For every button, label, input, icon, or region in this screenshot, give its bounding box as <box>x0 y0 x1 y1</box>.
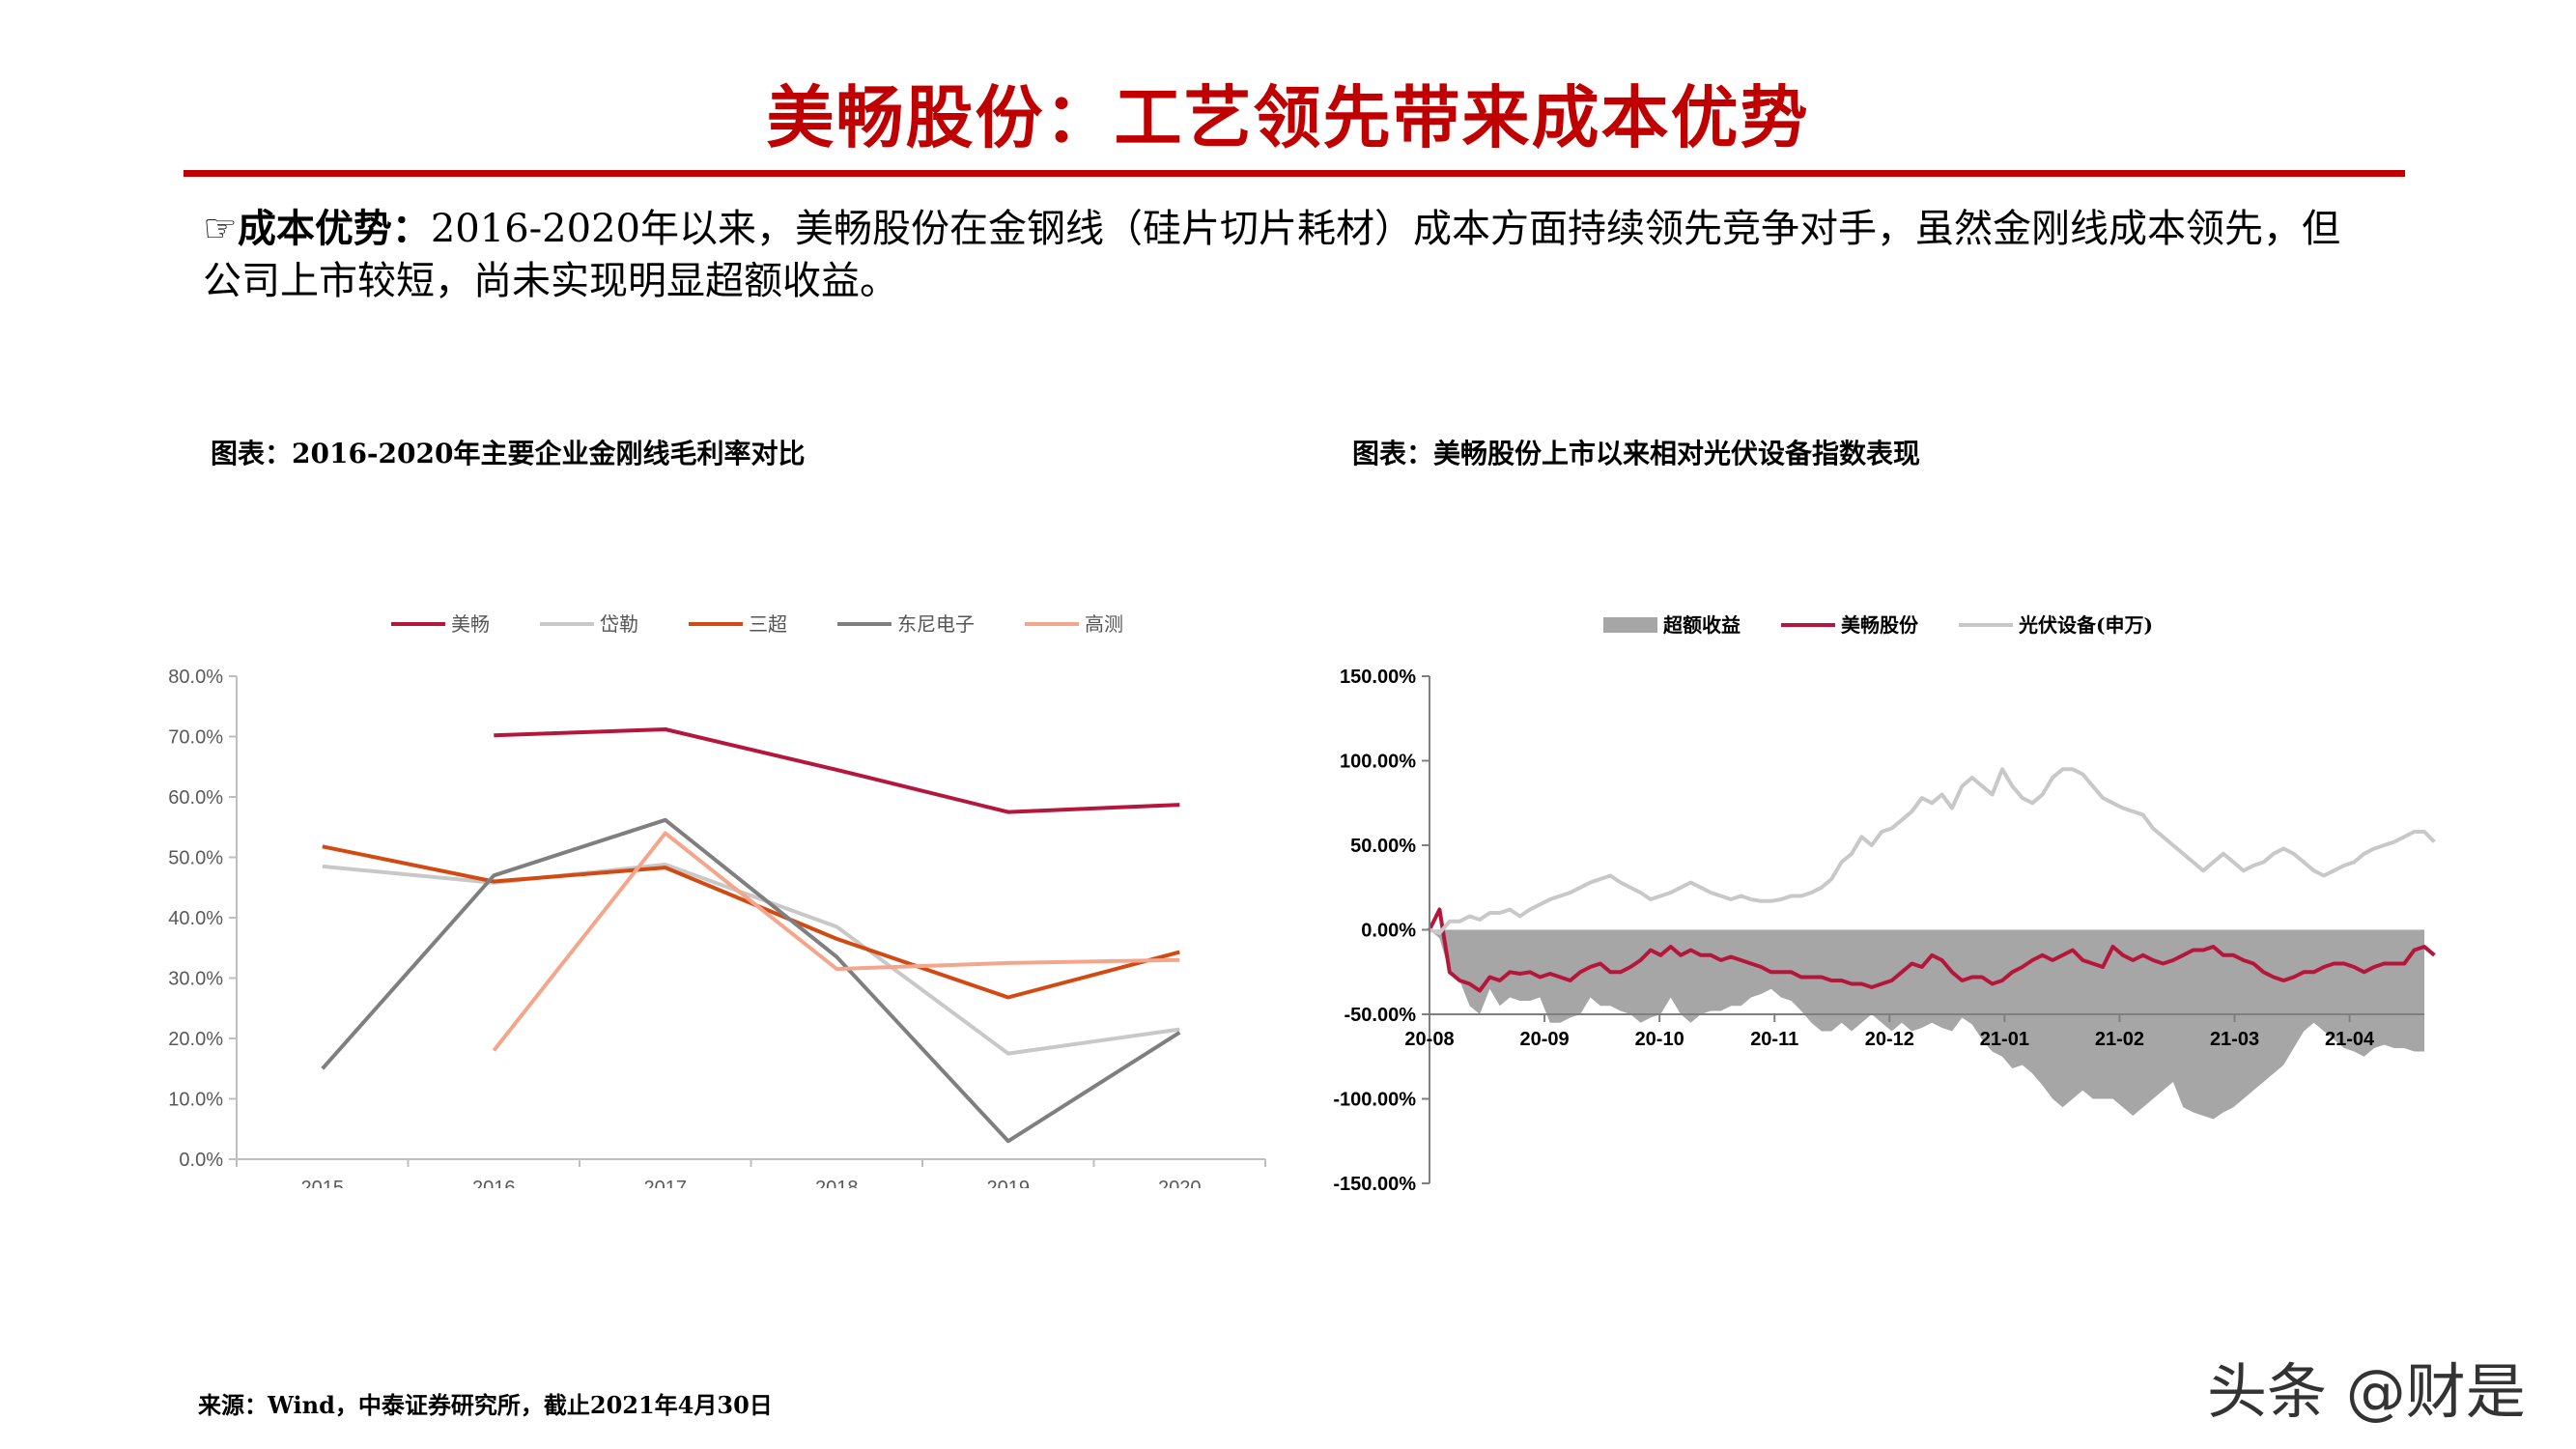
y-tick-label: 70.0% <box>168 727 223 749</box>
y-tick-label: 50.00% <box>1350 836 1416 857</box>
legend-label-1: 超额收益 <box>1662 613 1741 637</box>
x-tick-label: 20-12 <box>1865 1029 1914 1050</box>
source-note: 来源：Wind，中泰证券研究所，截止2021年4月30日 <box>198 1391 773 1419</box>
y-tick-label: 20.0% <box>168 1029 223 1050</box>
legend-label-3: 光伏设备(申万) <box>2018 613 2153 637</box>
pointing-hand-icon: ☞ <box>203 207 238 251</box>
bullet-key: 成本优势： <box>237 206 431 251</box>
series-line-2 <box>1428 907 2436 993</box>
y-tick-label: 80.0% <box>168 667 223 688</box>
x-tick-label: 20-08 <box>1404 1029 1454 1050</box>
legend-label-5: 高测 <box>1085 612 1123 636</box>
y-tick-label: 60.0% <box>168 787 223 809</box>
legend-label-2: 美畅股份 <box>1841 613 1919 637</box>
chart2-title: 图表：美畅股份上市以来相对光伏设备指数表现 <box>1352 438 1921 469</box>
legend-label-3: 三超 <box>749 612 787 636</box>
y-tick-label: 10.0% <box>168 1090 223 1111</box>
relative-performance-chart: 超额收益 美畅股份 光伏设备(申万) -150.00% -100.00% -50.00% 0… <box>1333 613 2436 1195</box>
y-tick-label: 40.0% <box>168 908 223 929</box>
y-tick-label: 100.00% <box>1340 752 1416 773</box>
series-line-3 <box>1429 767 2436 935</box>
y-tick-label: 150.00% <box>1340 667 1416 688</box>
series-line-4 <box>321 817 1181 1144</box>
x-tick-label: 21-03 <box>2210 1029 2259 1050</box>
x-tick-label: 2017 <box>644 1178 688 1188</box>
y-tick-label: 0.0% <box>179 1150 223 1171</box>
x-tick-label: 2016 <box>472 1178 516 1188</box>
bullet-text: ☞成本优势：2016-2020年以来，美畅股份在金钢线（硅片切片耗材）成本方面持… <box>203 203 2376 307</box>
legend-label-1: 美畅 <box>451 612 490 636</box>
x-tick-label: 2018 <box>815 1178 859 1188</box>
legend-label-2: 岱勒 <box>600 612 638 636</box>
legend-swatch-1 <box>1603 617 1657 633</box>
y-tick-label: -100.00% <box>1333 1090 1416 1111</box>
series-line-1 <box>494 727 1180 814</box>
y-tick-label: 50.0% <box>168 848 223 869</box>
x-tick-label: 20-09 <box>1519 1029 1569 1050</box>
y-tick-label: 30.0% <box>168 969 223 990</box>
x-tick-label: 21-04 <box>2325 1029 2375 1050</box>
x-tick-label: 2019 <box>987 1178 1031 1188</box>
x-tick-label: 2015 <box>301 1178 345 1188</box>
chart1-title: 图表：2016-2020年主要企业金刚线毛利率对比 <box>211 438 806 469</box>
y-tick-label: -50.00% <box>1345 1005 1417 1026</box>
bullet-body: 2016-2020年以来，美畅股份在金钢线（硅片切片耗材）成本方面持续领先竞争对… <box>203 207 2340 303</box>
x-tick-label: 20-11 <box>1750 1029 1798 1050</box>
x-tick-label: 2020 <box>1158 1178 1202 1188</box>
page-title: 美畅股份：工艺领先带来成本优势 <box>766 77 1810 157</box>
watermark: 头条 @财是 <box>2207 1356 2526 1427</box>
series-area-1 <box>1430 929 2424 1120</box>
gross-margin-chart: 美畅 岱勒 三超 东尼电子 高测 0.0% 10.0% 20.0% 30.0% 40.0% 50.0… <box>168 612 1266 1188</box>
y-tick-label: 0.00% <box>1361 921 1416 942</box>
x-tick-label: 20-10 <box>1635 1029 1684 1050</box>
legend-label-4: 东尼电子 <box>897 612 975 636</box>
x-tick-label: 21-01 <box>1980 1029 2029 1050</box>
series-line-5 <box>492 831 1180 1052</box>
series-line-2 <box>322 863 1180 1056</box>
title-divider <box>184 170 2405 177</box>
x-tick-label: 21-02 <box>2095 1029 2144 1050</box>
y-tick-label: -150.00% <box>1333 1174 1416 1195</box>
